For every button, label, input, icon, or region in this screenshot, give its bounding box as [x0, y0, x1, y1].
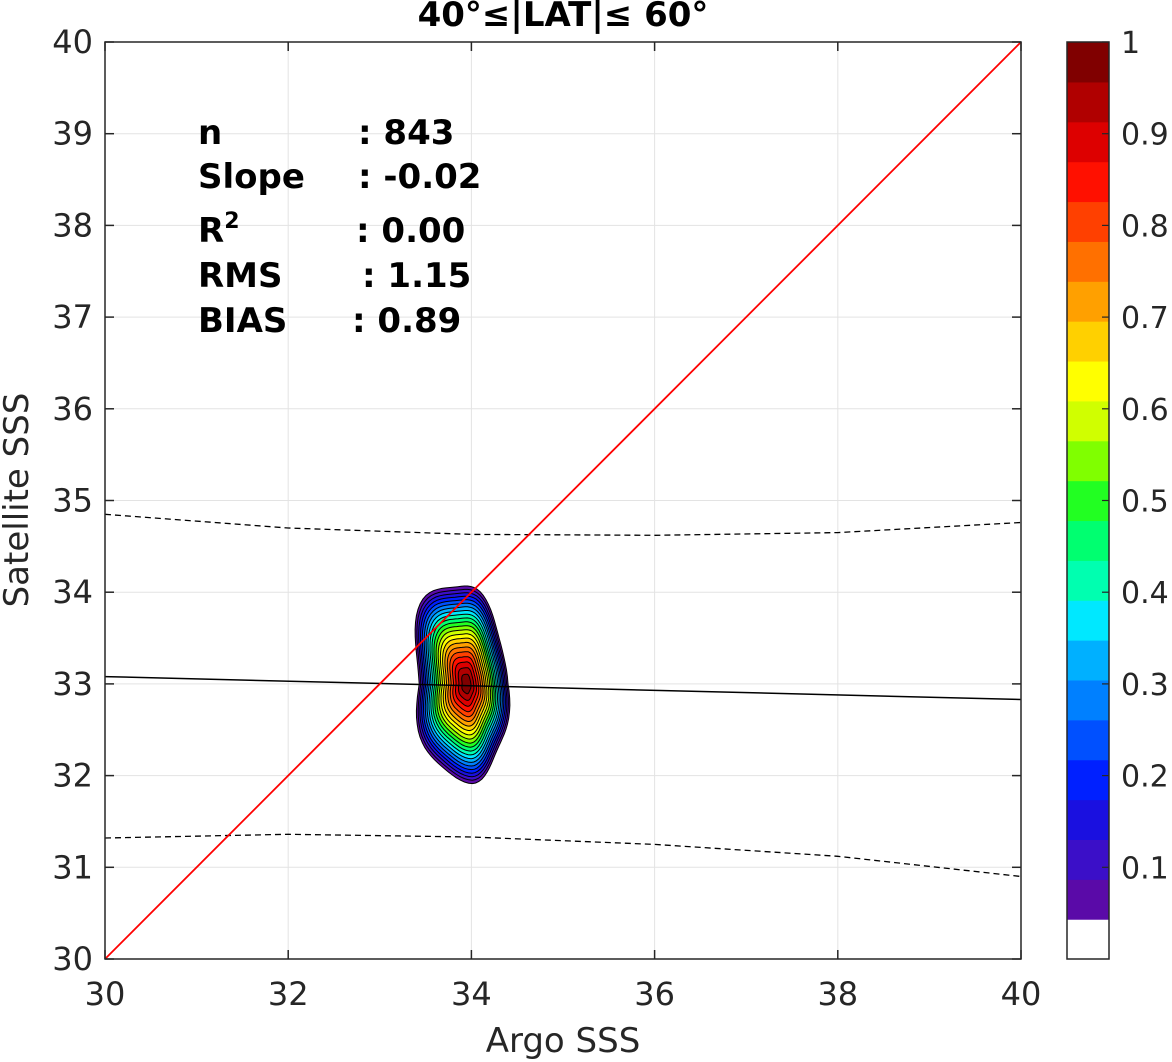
- colorbar-tick-label: 0.5: [1121, 485, 1169, 520]
- stat-value: : -0.02: [358, 157, 481, 197]
- colorbar-segment: [1067, 560, 1109, 601]
- colorbar-tick-label: 0.9: [1121, 118, 1169, 153]
- density-contour-level: [461, 673, 472, 695]
- y-tick-label: 33: [52, 665, 93, 703]
- colorbar-segment: [1067, 640, 1109, 681]
- colorbar-segment: [1067, 161, 1109, 203]
- stat-label: BIAS: [198, 301, 287, 341]
- colorbar-segment: [1067, 440, 1109, 482]
- colorbar-segment: [1067, 81, 1109, 123]
- x-tick-label: 34: [451, 975, 492, 1013]
- colorbar-segment: [1067, 839, 1109, 880]
- colorbar-segment: [1067, 679, 1109, 721]
- colorbar-segment: [1067, 879, 1109, 920]
- y-tick-label: 30: [52, 940, 93, 978]
- colorbar-segment: [1067, 600, 1109, 641]
- y-tick-label: 34: [52, 573, 93, 611]
- reference-lines: [104, 41, 1022, 960]
- y-tick-label: 31: [52, 848, 93, 886]
- stats-box: n : 843 Slope : -0.02 R2 : 0.00 RMS : 1.15 BIAS:…: [198, 113, 481, 341]
- colorbar-segment: [1067, 799, 1109, 840]
- colorbar-segment: [1067, 121, 1109, 163]
- confidence-lower-line: [104, 833, 1022, 878]
- colorbar-segment: [1067, 321, 1109, 362]
- stat-label: R2: [198, 209, 240, 251]
- colorbar-tick-label: 1: [1121, 26, 1140, 61]
- y-tick-label: 36: [52, 390, 93, 428]
- colorbar-segment: [1067, 360, 1109, 402]
- y-tick-label: 37: [52, 298, 93, 336]
- x-axis-label: Argo SSS: [486, 1021, 641, 1061]
- colorbar-tick-label: 0.8: [1121, 209, 1169, 244]
- stat-value: : 1.15: [362, 256, 471, 296]
- x-tick-label: 38: [817, 975, 858, 1013]
- y-tick-label: 32: [52, 757, 93, 795]
- colorbar-segment: [1067, 400, 1109, 442]
- colorbar-segment: [1067, 520, 1109, 561]
- colorbar-tick-label: 0.3: [1121, 668, 1169, 703]
- y-tick-label: 38: [52, 206, 93, 244]
- stat-label: n: [198, 113, 222, 153]
- colorbar-segment: [1067, 719, 1109, 761]
- chart-title: 40°≤|LAT|≤ 60°: [418, 0, 709, 35]
- stat-superscript: 2: [224, 209, 239, 234]
- stat-value: : 0.00: [356, 211, 465, 251]
- x-tick-label: 40: [1001, 975, 1042, 1013]
- colorbar-segment: [1067, 42, 1109, 83]
- y-tick-label: 40: [52, 23, 93, 61]
- colorbar-tick-label: 0.1: [1121, 851, 1169, 886]
- colorbar-segment: [1067, 759, 1109, 801]
- stat-value: : 0.89: [352, 301, 461, 341]
- colorbar-tick-label: 0.7: [1121, 301, 1169, 336]
- regression-line: [104, 675, 1022, 701]
- colorbar-segment: [1067, 919, 1109, 960]
- x-tick-label: 36: [634, 975, 675, 1013]
- colorbar: 0.1 0.2 0.3 0.4 0.5 0.6 0.7 0.8 0.9 1: [1066, 26, 1169, 960]
- colorbar-tick-label: 0.2: [1121, 760, 1169, 795]
- axis-ticks: 30 32 34 36 38 40 30 31 32 33 34 35 36 37 38 39 40: [52, 23, 1041, 1013]
- stat-label: Slope: [198, 157, 305, 197]
- x-tick-label: 30: [85, 975, 126, 1013]
- density-contours: [414, 585, 511, 785]
- colorbar-segment: [1067, 241, 1109, 282]
- y-axis-label: Satellite SSS: [0, 393, 37, 608]
- colorbar-tick-label: 0.4: [1121, 576, 1169, 611]
- y-tick-label: 39: [52, 115, 93, 153]
- stat-value: : 843: [358, 113, 454, 153]
- confidence-upper-line: [104, 513, 1022, 536]
- stat-label: RMS: [198, 256, 283, 296]
- colorbar-segment: [1067, 201, 1109, 242]
- one-to-one-line: [104, 41, 1022, 960]
- colorbar-segment: [1067, 281, 1109, 322]
- colorbar-tick-label: 0.6: [1121, 393, 1169, 428]
- x-tick-label: 32: [268, 975, 309, 1013]
- y-tick-label: 35: [52, 482, 93, 520]
